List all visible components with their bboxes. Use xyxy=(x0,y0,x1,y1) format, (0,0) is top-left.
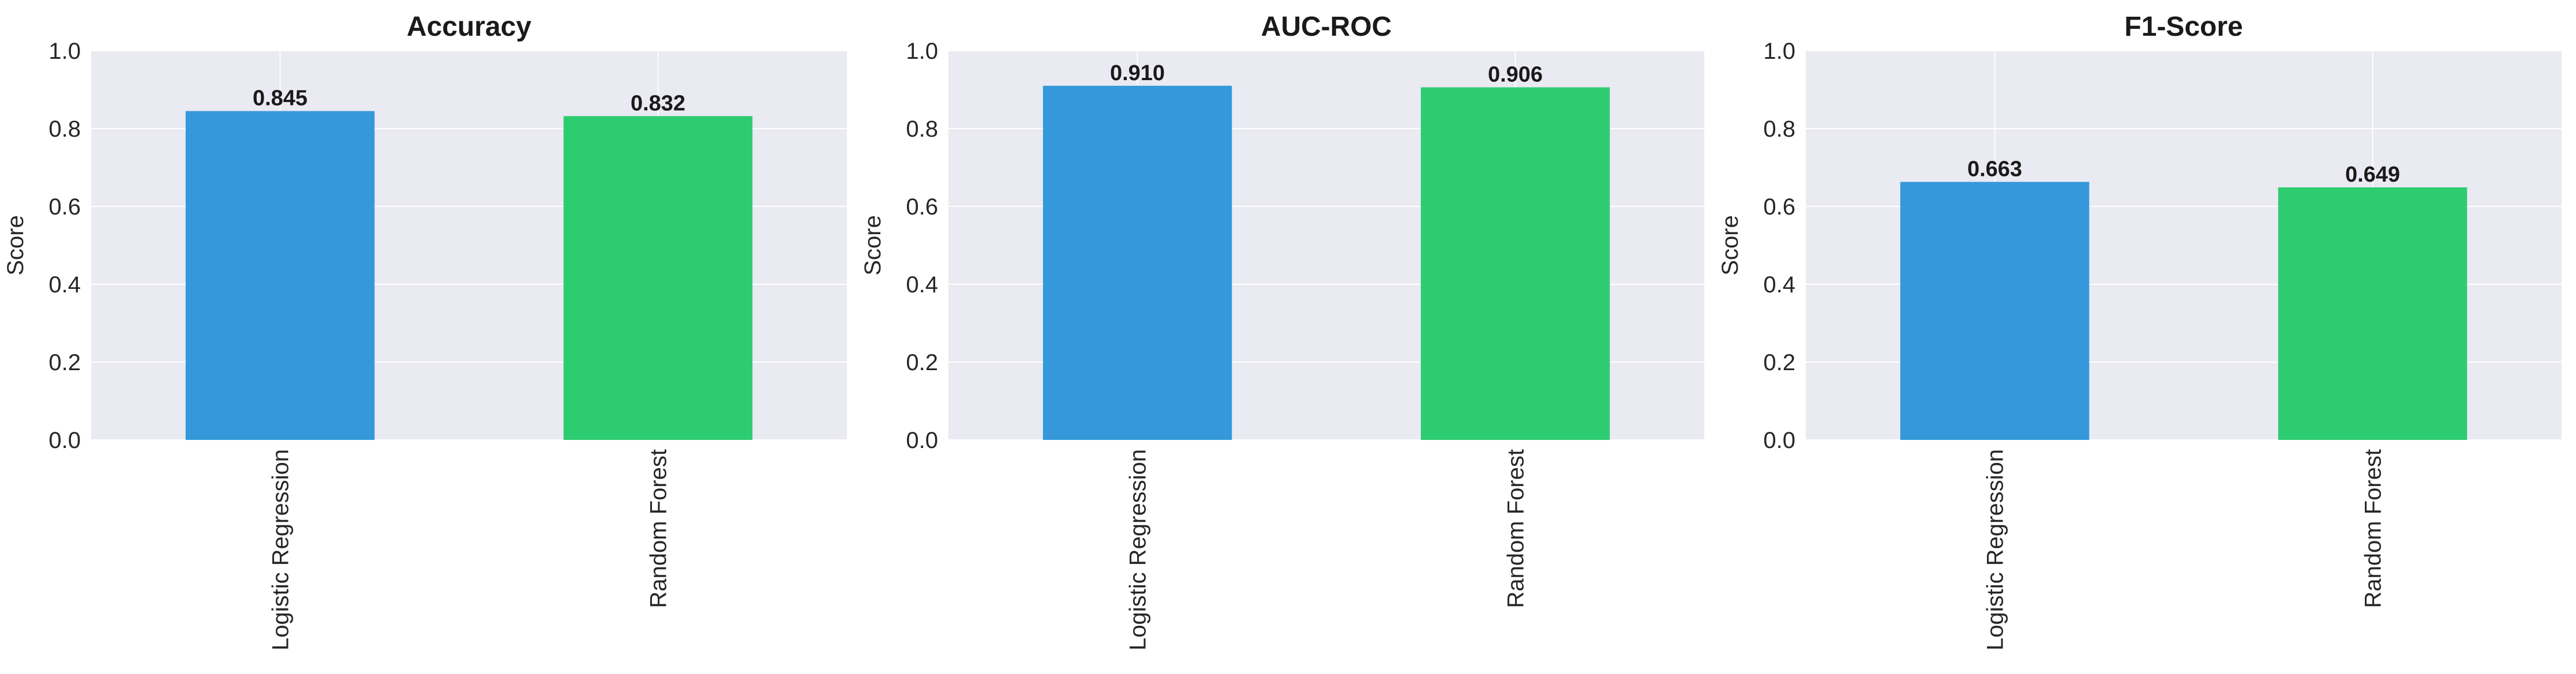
y-tick-label: 0.6 xyxy=(1763,194,1795,220)
y-tick-label: 0.2 xyxy=(1763,350,1795,375)
bar-random-forest xyxy=(1420,87,1610,440)
x-tick-label: Logistic Regression xyxy=(268,449,294,650)
bar-value-label: 0.663 xyxy=(1967,157,2022,181)
y-tick-label: 0.8 xyxy=(48,116,81,142)
x-tick-label: Logistic Regression xyxy=(1126,449,1151,650)
y-tick-label: 0.2 xyxy=(48,350,81,375)
y-tick-label: 0.4 xyxy=(906,272,938,298)
y-tick-label: 0.8 xyxy=(906,116,938,142)
bar-value-label: 0.910 xyxy=(1110,61,1165,85)
y-tick-label: 0.0 xyxy=(1763,428,1795,453)
y-tick-label: 0.2 xyxy=(906,350,938,375)
y-tick-label: 0.0 xyxy=(906,428,938,453)
x-tick-label: Random Forest xyxy=(1503,449,1529,608)
bar-logistic-regression xyxy=(1900,182,2090,440)
chart-title: F1-Score xyxy=(2124,12,2243,42)
bar-value-label: 0.906 xyxy=(1488,62,1543,86)
y-tick-label: 1.0 xyxy=(48,39,81,64)
y-axis-label: Score xyxy=(1718,215,1743,276)
x-tick-label: Random Forest xyxy=(646,449,672,608)
bar-logistic-regression xyxy=(185,111,375,440)
bar-value-label: 0.832 xyxy=(631,91,685,115)
y-axis-label: Score xyxy=(860,215,886,276)
bar-value-label: 0.649 xyxy=(2345,163,2400,187)
x-tick-label: Logistic Regression xyxy=(1983,449,2008,650)
chart-title: AUC-ROC xyxy=(1261,12,1392,42)
chart-title: Accuracy xyxy=(407,12,531,42)
y-tick-label: 1.0 xyxy=(1763,39,1795,64)
bar-random-forest xyxy=(2278,187,2468,440)
y-axis-label: Score xyxy=(3,215,28,276)
y-tick-label: 0.4 xyxy=(1763,272,1795,298)
y-tick-label: 1.0 xyxy=(906,39,938,64)
bar-value-label: 0.845 xyxy=(253,86,308,111)
x-tick-label: Random Forest xyxy=(2361,449,2386,608)
y-tick-label: 0.6 xyxy=(906,194,938,220)
bar-random-forest xyxy=(563,116,753,440)
y-tick-label: 0.6 xyxy=(48,194,81,220)
y-tick-label: 0.4 xyxy=(48,272,81,298)
y-tick-label: 0.8 xyxy=(1763,116,1795,142)
bar-logistic-regression xyxy=(1043,85,1232,440)
y-tick-label: 0.0 xyxy=(48,428,81,453)
